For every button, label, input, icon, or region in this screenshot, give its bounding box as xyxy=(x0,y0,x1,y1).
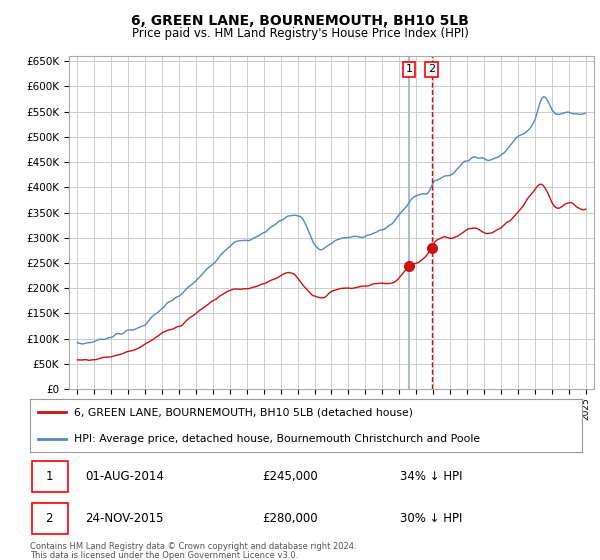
Text: 24-NOV-2015: 24-NOV-2015 xyxy=(85,512,164,525)
Text: HPI: Average price, detached house, Bournemouth Christchurch and Poole: HPI: Average price, detached house, Bour… xyxy=(74,434,480,444)
Text: 1: 1 xyxy=(46,470,53,483)
Text: Price paid vs. HM Land Registry's House Price Index (HPI): Price paid vs. HM Land Registry's House … xyxy=(131,27,469,40)
Bar xyxy=(32,503,68,534)
Text: Contains HM Land Registry data © Crown copyright and database right 2024.: Contains HM Land Registry data © Crown c… xyxy=(30,542,356,550)
Text: 2: 2 xyxy=(428,64,436,74)
Text: £245,000: £245,000 xyxy=(262,470,317,483)
Text: 34% ↓ HPI: 34% ↓ HPI xyxy=(400,470,463,483)
Text: 2: 2 xyxy=(46,512,53,525)
Text: 01-AUG-2014: 01-AUG-2014 xyxy=(85,470,164,483)
Text: 30% ↓ HPI: 30% ↓ HPI xyxy=(400,512,462,525)
Text: This data is licensed under the Open Government Licence v3.0.: This data is licensed under the Open Gov… xyxy=(30,551,298,560)
Text: 1: 1 xyxy=(406,64,413,74)
Bar xyxy=(32,461,68,492)
Text: 6, GREEN LANE, BOURNEMOUTH, BH10 5LB: 6, GREEN LANE, BOURNEMOUTH, BH10 5LB xyxy=(131,14,469,28)
Text: £280,000: £280,000 xyxy=(262,512,317,525)
Text: 6, GREEN LANE, BOURNEMOUTH, BH10 5LB (detached house): 6, GREEN LANE, BOURNEMOUTH, BH10 5LB (de… xyxy=(74,407,413,417)
